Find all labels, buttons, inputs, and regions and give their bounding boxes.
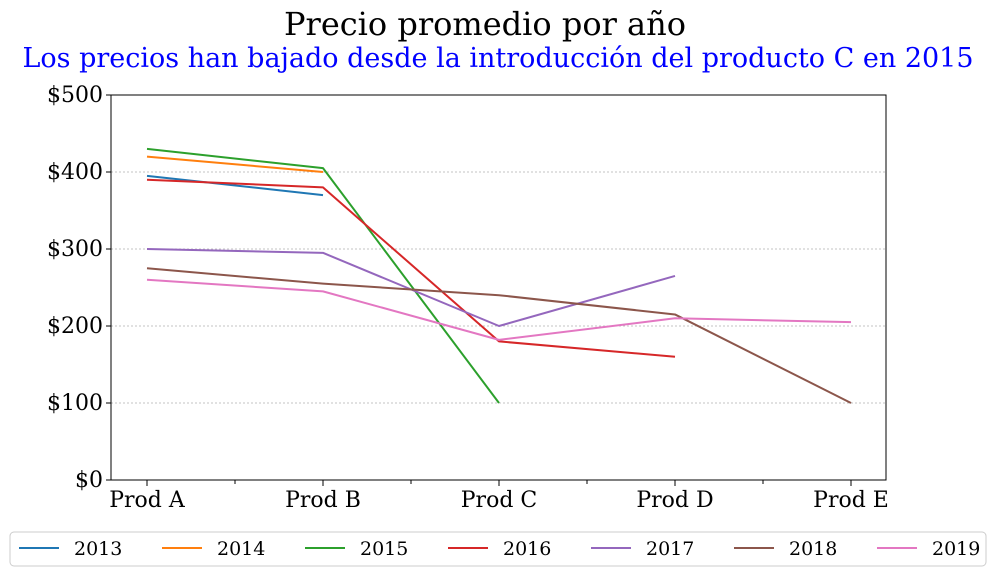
y-tick-label: $0 bbox=[75, 468, 103, 493]
legend-label-2018: 2018 bbox=[789, 538, 837, 560]
legend-label-2013: 2013 bbox=[74, 538, 122, 560]
x-tick-label: Prod B bbox=[285, 488, 361, 513]
x-tick-label: Prod E bbox=[813, 488, 889, 513]
legend-label-2016: 2016 bbox=[503, 538, 551, 560]
series-line-2017 bbox=[146, 248, 676, 327]
series-lines bbox=[146, 147, 852, 404]
y-tick-label: $200 bbox=[47, 314, 103, 339]
grid bbox=[111, 171, 886, 404]
x-tick-label: Prod D bbox=[636, 488, 713, 513]
y-axis: $0 $100 $200 $300 $400 $500 bbox=[47, 83, 111, 493]
chart-title: Precio promedio por año bbox=[284, 5, 686, 43]
x-axis: Prod A Prod B Prod C Prod D Prod E bbox=[109, 480, 889, 513]
legend-label-2017: 2017 bbox=[646, 538, 694, 560]
series-line-2014 bbox=[146, 155, 324, 173]
legend-label-2015: 2015 bbox=[360, 538, 408, 560]
series-line-2013 bbox=[146, 174, 324, 197]
series-line-2019 bbox=[146, 278, 852, 341]
legend-label-2014: 2014 bbox=[217, 538, 265, 560]
y-tick-label: $500 bbox=[47, 83, 103, 108]
chart-subtitle: Los precios han bajado desde la introduc… bbox=[22, 43, 973, 74]
x-tick-label: Prod A bbox=[109, 488, 186, 513]
series-line-2018 bbox=[146, 267, 852, 404]
y-tick-label: $300 bbox=[47, 237, 103, 262]
legend: 2013 2014 2015 2016 2017 2018 2019 bbox=[9, 531, 987, 567]
legend-box bbox=[9, 531, 987, 567]
series-line-2016 bbox=[146, 178, 676, 358]
y-tick-label: $400 bbox=[47, 160, 103, 185]
x-tick-label: Prod C bbox=[461, 488, 537, 513]
y-tick-label: $100 bbox=[47, 391, 103, 416]
plot-area bbox=[110, 94, 887, 481]
legend-label-2019: 2019 bbox=[932, 538, 980, 560]
